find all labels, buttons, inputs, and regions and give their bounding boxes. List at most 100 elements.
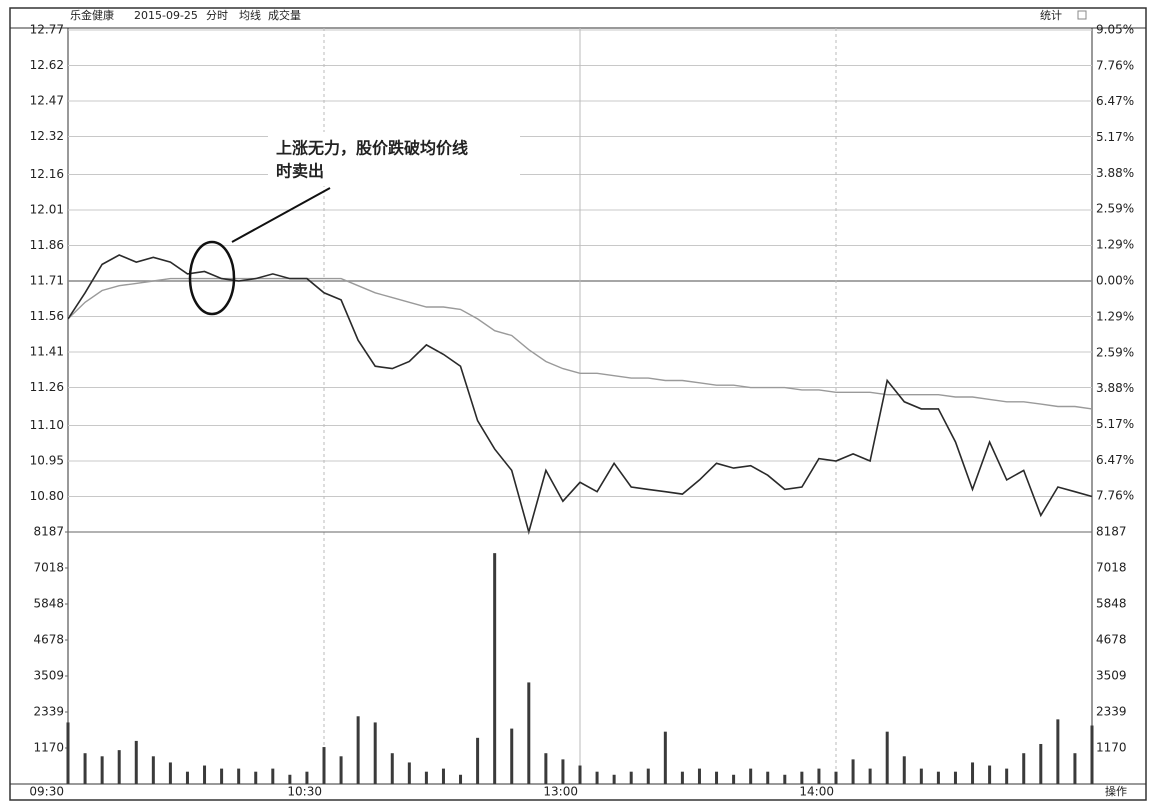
volume-bar [783,774,787,784]
volume-bar [476,737,480,784]
volume-bar [356,716,360,784]
price-line [67,254,1093,535]
y2-tick-label: 1.29% [1096,238,1134,252]
volume-bar [254,771,258,784]
avg-tab[interactable]: 均线 [239,8,261,22]
vol-tab[interactable]: 成交量 [268,8,301,22]
volume-bar [749,768,753,784]
y2-tick-label: 2.59% [1096,202,1134,216]
y-tick-label: 3509 [33,668,64,682]
y-tick-label: 12.01 [30,202,64,216]
volume-bar [390,753,394,784]
y2-tick-label: 2.59% [1096,345,1134,359]
y2-tick-label: 3.88% [1096,381,1134,395]
date: 2015-09-25 [134,9,198,22]
volume-bar [441,768,445,784]
volume-bar [646,768,650,784]
volume-bar [220,768,224,784]
volume-bar [493,553,497,784]
volume-bar [663,731,667,784]
volume-bar [168,762,172,784]
volume-bar [373,722,377,784]
y-tick-label: 11.56 [30,309,64,323]
volume-bar [902,756,906,784]
volume-bar [595,771,599,784]
y2-tick-label: 6.47% [1096,94,1134,108]
volume-bar [834,771,838,784]
volume-bar [715,771,719,784]
volume-bar [578,765,582,784]
x-tick-label: 14:00 [799,785,834,799]
x-tick-label: 13:00 [543,785,578,799]
volume-bar [1073,753,1077,784]
annotation-ellipse [188,240,236,316]
price-line [67,277,1093,410]
stats-button[interactable]: 统计 [1040,9,1062,22]
x-tick-label: 09:30 [29,785,64,799]
volume-bar [817,768,821,784]
volume-bar [271,768,275,784]
volume-bar [953,771,957,784]
y-tick-label-right: 1170 [1096,740,1127,754]
volume-bar [988,765,992,784]
y-tick-label: 11.10 [30,418,64,432]
ops-button[interactable]: 操作 [1105,784,1127,798]
annotation-box [268,132,520,186]
y-tick-label: 10.80 [30,489,64,503]
volume-bar [971,762,975,784]
volume-bar [424,771,428,784]
y-tick-label: 12.47 [30,94,64,108]
y-tick-label-right: 3509 [1096,668,1127,682]
volume-bar [305,771,309,784]
y2-tick-label: 1.29% [1096,309,1134,323]
x-tick-label: 10:30 [287,785,322,799]
y-tick-label: 12.77 [30,23,64,37]
volume-bar [66,722,70,784]
volume-bar [117,750,121,784]
volume-bar [936,771,940,784]
mode-tab[interactable]: 分时 [206,9,228,22]
y-tick-label: 12.62 [30,58,64,72]
volume-bar [237,768,241,784]
volume-bar [527,682,531,784]
volume-bar [1005,768,1009,784]
volume-bar [1090,725,1094,784]
annotation-text: 时卖出 [276,162,324,181]
volume-bar [800,771,804,784]
window-icon[interactable] [1077,10,1087,20]
y-tick-label: 2339 [33,705,64,719]
volume-bar [1039,743,1043,784]
volume-bar [1056,719,1060,784]
volume-bar [134,740,138,784]
y2-tick-label: 5.17% [1096,417,1134,431]
volume-bar [732,774,736,784]
volume-bar [544,753,548,784]
y-tick-label-right: 4678 [1096,633,1127,647]
y-tick-label: 4678 [33,633,64,647]
y2-tick-label: 7.76% [1096,58,1134,72]
y-tick-label: 11.71 [30,274,64,288]
volume-bar [100,756,104,784]
volume-bar [203,765,207,784]
y-tick-label: 11.41 [30,345,64,359]
volume-bar [407,762,411,784]
y2-tick-label: 7.76% [1096,489,1134,503]
y2-tick-label: 9.05% [1096,23,1134,37]
y-tick-label-right: 7018 [1096,560,1127,574]
frame [9,7,1147,801]
volume-bar [151,756,155,784]
annotation-arrow [231,187,331,243]
volume-bar [288,774,292,784]
y-tick-label: 5848 [33,596,64,610]
y-tick-label: 10.95 [30,453,64,467]
volume-bar [83,753,87,784]
volume-bar [868,768,872,784]
y-tick-label-right: 5848 [1096,596,1127,610]
volume-bar [851,759,855,784]
y-tick-label: 12.16 [30,167,64,181]
volume-bar [339,756,343,784]
volume-bar [766,771,770,784]
y2-tick-label: 0.00% [1096,274,1134,288]
y-tick-label: 11.26 [30,380,64,394]
